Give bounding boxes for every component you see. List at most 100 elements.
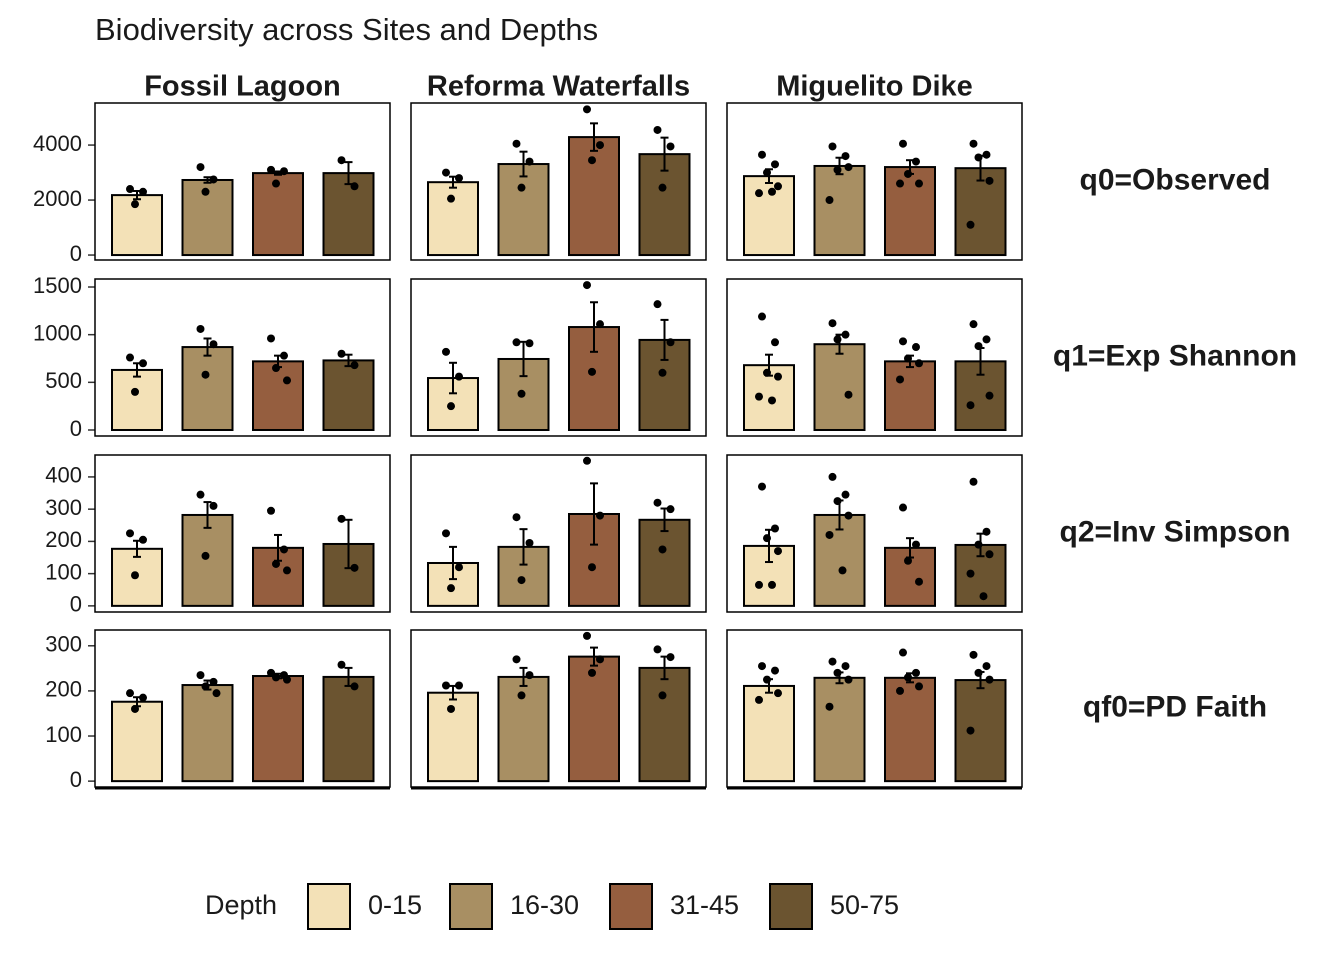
data-point <box>131 571 139 580</box>
data-point <box>904 169 912 178</box>
data-point <box>841 330 850 339</box>
bar <box>813 343 866 431</box>
data-point <box>512 139 521 148</box>
data-point <box>201 370 210 379</box>
data-point <box>525 539 534 548</box>
bar <box>252 675 304 783</box>
data-point <box>126 529 134 538</box>
data-point <box>755 392 763 401</box>
data-point <box>982 150 991 159</box>
bar <box>813 676 866 783</box>
data-point <box>131 704 139 713</box>
data-point <box>653 125 662 134</box>
bar <box>884 676 936 783</box>
data-point <box>774 182 782 191</box>
data-point <box>969 320 978 329</box>
data-point <box>653 300 662 309</box>
data-point <box>774 689 782 698</box>
data-point <box>196 324 205 333</box>
data-point <box>844 675 853 684</box>
error-bar <box>660 136 669 172</box>
legend-swatch <box>609 883 653 930</box>
legend-swatch <box>307 883 351 930</box>
error-bar <box>590 646 598 667</box>
data-point <box>512 513 521 522</box>
panel-border <box>410 278 707 437</box>
data-point <box>131 387 139 396</box>
data-point <box>658 183 667 192</box>
data-point <box>280 351 288 360</box>
data-point <box>666 142 675 151</box>
data-point <box>758 662 766 671</box>
data-point <box>525 671 534 680</box>
data-point <box>841 662 850 671</box>
data-point <box>915 179 923 188</box>
y-tick-label: 200 <box>45 677 82 702</box>
data-point <box>912 343 920 352</box>
y-tick-label: 2000 <box>33 186 82 211</box>
data-point <box>267 506 275 515</box>
y-tick-label: 0 <box>70 767 82 792</box>
data-point <box>758 312 766 321</box>
data-point <box>596 320 604 329</box>
bar <box>884 360 936 431</box>
data-point <box>337 349 346 358</box>
y-tick-label: 200 <box>45 527 82 552</box>
error-bar <box>519 528 528 566</box>
data-point <box>442 168 450 177</box>
data-point <box>912 157 920 166</box>
data-point <box>447 704 455 713</box>
data-point <box>455 174 463 183</box>
data-point <box>755 695 763 704</box>
data-point <box>833 335 842 344</box>
data-point <box>512 655 521 664</box>
panel-border <box>410 102 707 261</box>
data-point <box>915 682 923 691</box>
data-point <box>979 592 988 601</box>
data-point <box>904 354 912 363</box>
legend-label: 0-15 <box>368 890 422 920</box>
panel-border <box>726 102 1023 261</box>
data-point <box>525 339 534 348</box>
legend-label: 31-45 <box>670 890 739 920</box>
data-point <box>771 666 779 675</box>
legend-label: 50-75 <box>830 890 899 920</box>
data-point <box>974 153 983 162</box>
data-point <box>828 319 837 328</box>
data-point <box>139 359 147 368</box>
data-point <box>838 566 847 575</box>
data-point <box>596 655 604 664</box>
data-point <box>899 648 907 657</box>
data-point <box>196 490 205 499</box>
data-point <box>755 189 763 198</box>
data-point <box>974 540 983 549</box>
data-point <box>982 335 991 344</box>
data-point <box>350 361 359 370</box>
bar <box>743 175 795 257</box>
bar <box>884 166 936 257</box>
data-point <box>196 671 205 680</box>
error-bar <box>449 545 457 581</box>
data-point <box>196 163 205 172</box>
data-point <box>447 402 455 411</box>
data-point <box>583 105 591 114</box>
data-point <box>966 220 975 229</box>
data-point <box>985 675 994 684</box>
data-point <box>583 456 591 465</box>
facet-row-label: qf0=PD Faith <box>1083 690 1267 723</box>
data-point <box>768 396 776 405</box>
data-point <box>982 662 991 671</box>
data-point <box>969 650 978 659</box>
error-bar <box>660 318 669 361</box>
data-point <box>658 368 667 377</box>
bar <box>638 666 691 783</box>
bar <box>111 700 163 783</box>
bar <box>111 368 163 431</box>
data-point <box>825 702 834 711</box>
data-point <box>666 653 675 662</box>
data-point <box>653 645 662 654</box>
data-point <box>833 497 842 506</box>
facet-column-label: Fossil Lagoon <box>144 71 341 103</box>
data-point <box>771 338 779 347</box>
data-point <box>841 490 850 499</box>
